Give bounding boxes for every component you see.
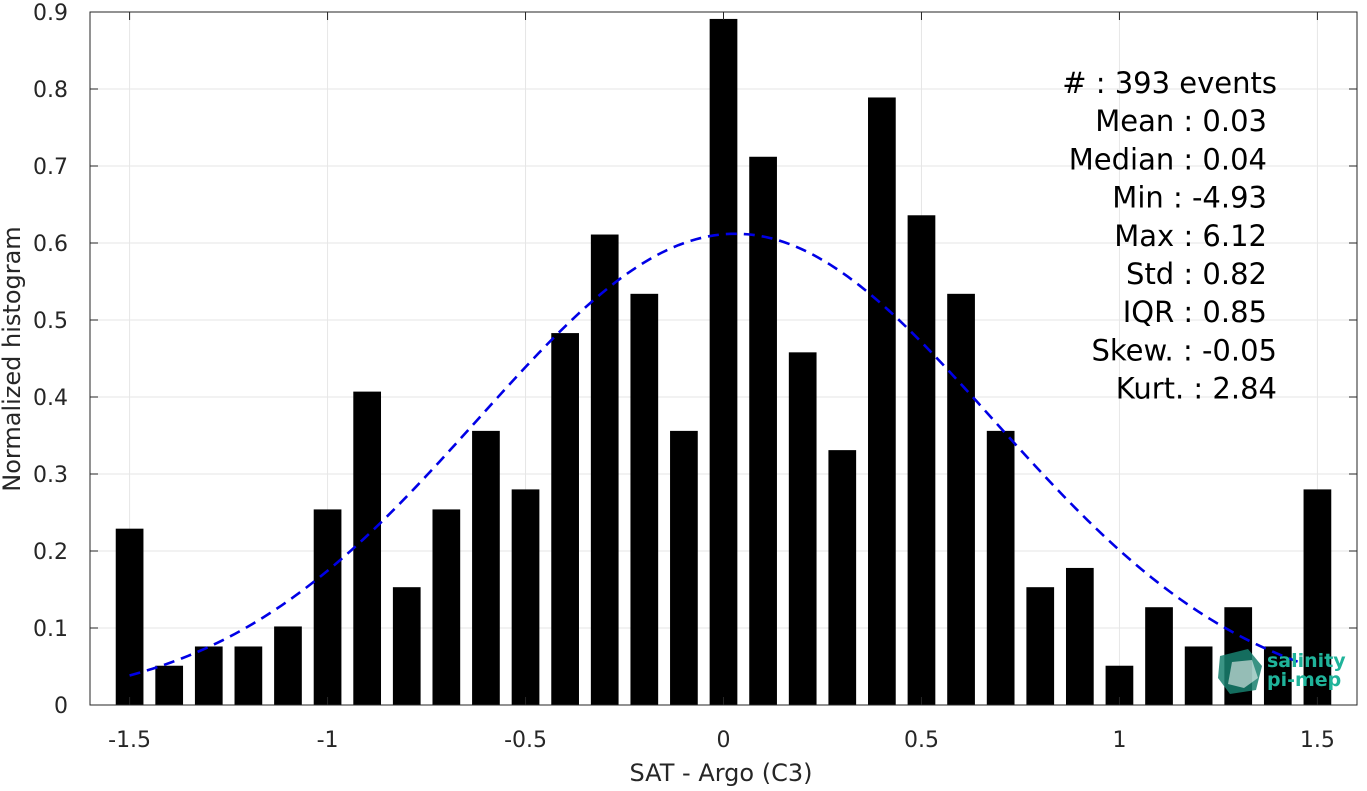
y-tick-labels: 0 0.1 0.2 0.3 0.4 0.5 0.6 0.7 0.8 0.9 (33, 1, 68, 719)
histogram-bar (1303, 489, 1332, 705)
histogram-bar (194, 646, 223, 705)
histogram-bar (709, 18, 738, 706)
bars-group (115, 18, 1332, 706)
y-tick-label: 0.8 (33, 78, 68, 103)
statistics-annotation: # : 393 events Mean : 0.03 Median : 0.04 Mi… (1062, 66, 1277, 406)
stats-line: # : 393 events (1062, 66, 1277, 100)
x-tick-label: 1 (1112, 728, 1126, 753)
stats-line: Median : 0.04 (1069, 142, 1267, 176)
y-tick-label: 0.2 (33, 540, 68, 565)
y-tick-label: 0.7 (33, 155, 68, 180)
y-tick-label: 0.4 (33, 386, 68, 411)
y-tick-label: 0.3 (33, 463, 68, 488)
histogram-bar (630, 293, 659, 705)
histogram-bar (670, 430, 698, 705)
stats-line: Skew. : -0.05 (1091, 333, 1277, 367)
histogram-bar (947, 293, 975, 705)
histogram-bar (274, 626, 302, 705)
histogram-bar (590, 234, 619, 705)
histogram-bar (155, 665, 184, 705)
y-tick-label: 0.6 (33, 232, 68, 257)
histogram-bar (1065, 567, 1094, 705)
stats-line: IQR : 0.85 (1123, 295, 1267, 329)
histogram-bar (353, 391, 382, 705)
histogram-bar (511, 489, 540, 705)
histogram-bar (1026, 587, 1055, 705)
x-tick-labels: -1.5 -1 -0.5 0 0.5 1 1.5 (108, 728, 1335, 753)
histogram-bar (907, 215, 936, 705)
histogram-bar (788, 352, 817, 705)
x-tick-label: -0.5 (504, 728, 547, 753)
x-tick-label: 0.5 (904, 728, 939, 753)
logo-text-salinity: salinity (1267, 650, 1346, 672)
ticks (90, 11, 1357, 706)
histogram-bar (1184, 646, 1213, 705)
histogram-bar (1145, 607, 1173, 705)
histogram-bar (392, 587, 421, 705)
y-tick-label: 0 (54, 694, 68, 719)
y-axis-title: Normalized histogram (0, 226, 26, 491)
stats-line: Kurt. : 2.84 (1116, 372, 1277, 406)
histogram-bar (115, 528, 144, 705)
normal-fit-curve (129, 232, 1299, 677)
logo-cube-icon (1218, 649, 1262, 694)
histogram-bar (432, 509, 461, 705)
salinity-pi-mep-logo: salinity pi-mep (1218, 649, 1346, 694)
logo-text-pi-mep: pi-mep (1267, 669, 1341, 691)
histogram-bar (472, 430, 500, 705)
y-tick-label: 0.9 (33, 1, 68, 26)
histogram-bar (868, 97, 896, 706)
histogram-bar (313, 509, 342, 705)
histogram-bar (986, 430, 1015, 705)
x-tick-label: -1 (317, 728, 339, 753)
histogram-bar (749, 156, 777, 705)
x-axis-title: SAT - Argo (C3) (630, 759, 813, 787)
y-tick-label: 0.1 (33, 617, 68, 642)
x-tick-label: -1.5 (108, 728, 151, 753)
histogram-bar (1263, 646, 1292, 705)
histogram-bar (828, 450, 857, 705)
stats-line: Max : 6.12 (1114, 219, 1267, 253)
stats-line: Mean : 0.03 (1095, 104, 1267, 138)
histogram-bar (234, 646, 263, 705)
stats-line: Std : 0.82 (1126, 257, 1267, 291)
x-tick-label: 0 (717, 728, 731, 753)
stats-line: Min : -4.93 (1112, 181, 1267, 215)
y-tick-label: 0.5 (33, 309, 68, 334)
x-tick-label: 1.5 (1300, 728, 1335, 753)
histogram-bar (551, 333, 579, 705)
